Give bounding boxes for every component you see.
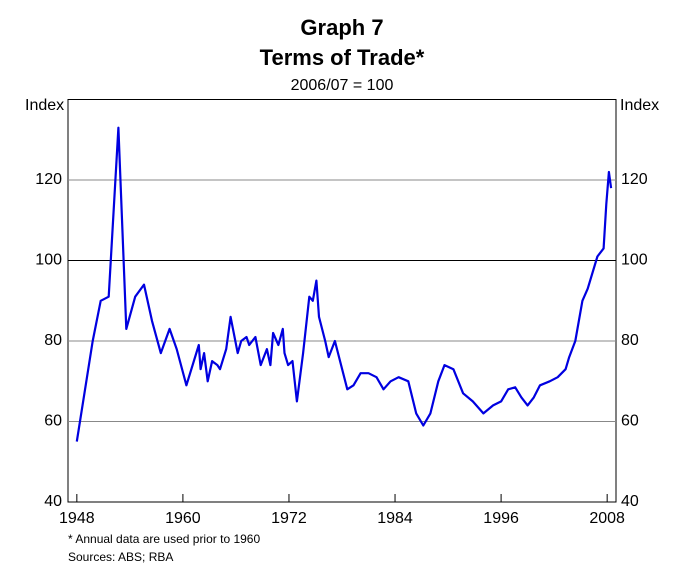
y2-tick-label: 120 — [621, 171, 648, 188]
footnote: * Annual data are used prior to 1960 — [68, 532, 260, 546]
y2-tick-label: 40 — [621, 493, 639, 510]
source: Sources: ABS; RBA — [68, 550, 173, 564]
y-axis-label: Index — [25, 97, 64, 114]
chart-title: Graph 7 — [300, 15, 383, 40]
y-tick-label: 80 — [44, 332, 62, 349]
plot-frame — [67, 99, 617, 503]
y2-tick-label: 60 — [621, 413, 639, 430]
y-tick-label: 100 — [35, 252, 62, 269]
x-tick-label: 1948 — [59, 510, 95, 527]
y2-axis-label: Index — [620, 97, 659, 114]
units-note: 2006/07 = 100 — [291, 77, 394, 94]
x-tick-label: 1996 — [483, 510, 519, 527]
series-line — [75, 126, 613, 442]
y-tick-label: 60 — [44, 413, 62, 430]
x-tick-label: 1960 — [165, 510, 201, 527]
chart-subtitle: Terms of Trade* — [260, 45, 425, 70]
y2-tick-label: 100 — [621, 252, 648, 269]
y2-tick-label: 80 — [621, 332, 639, 349]
x-tick-label: 1972 — [271, 510, 307, 527]
x-tick-label: 1984 — [377, 510, 413, 527]
y-tick-label: 120 — [35, 171, 62, 188]
y-tick-label: 40 — [44, 493, 62, 510]
x-tick-label: 2008 — [589, 510, 625, 527]
